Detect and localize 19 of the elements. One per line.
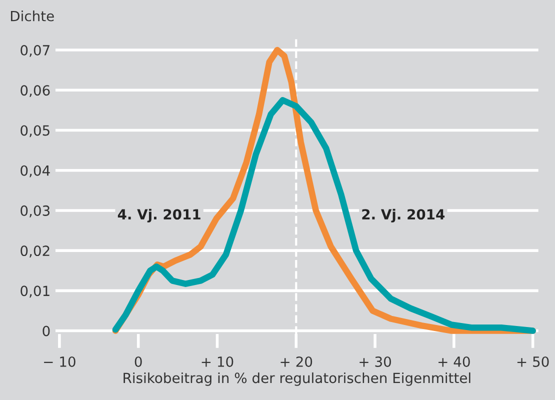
x-tick-label: + 10 bbox=[202, 356, 234, 367]
y-tick-label: 0,05 bbox=[20, 125, 50, 138]
x-tick-label: + 20 bbox=[280, 356, 312, 367]
y-tick-label: 0,06 bbox=[20, 85, 50, 98]
x-tick-label: 0 bbox=[134, 356, 142, 367]
x-tick-label: + 30 bbox=[360, 356, 391, 367]
y-tick-label: 0,01 bbox=[20, 286, 50, 298]
y-tick-label: 0,03 bbox=[20, 205, 50, 218]
y-tick-label: 0,07 bbox=[20, 45, 50, 57]
y-axis-title: Dichte bbox=[10, 10, 54, 22]
series-label: 2. Vj. 2014 bbox=[362, 208, 445, 222]
series-label: 4. Vj. 2011 bbox=[118, 208, 200, 222]
x-tick-label: − 10 bbox=[44, 356, 76, 367]
x-axis-title: Risikobeitrag in % der regulatorischen Eigenmittel bbox=[124, 372, 470, 386]
y-tick-label: 0 bbox=[42, 326, 50, 336]
x-tick-label: + 50 bbox=[517, 356, 549, 367]
y-tick-label: 0,04 bbox=[20, 165, 50, 178]
x-tick-label: + 40 bbox=[438, 356, 470, 367]
y-tick-label: 0,02 bbox=[20, 246, 50, 258]
